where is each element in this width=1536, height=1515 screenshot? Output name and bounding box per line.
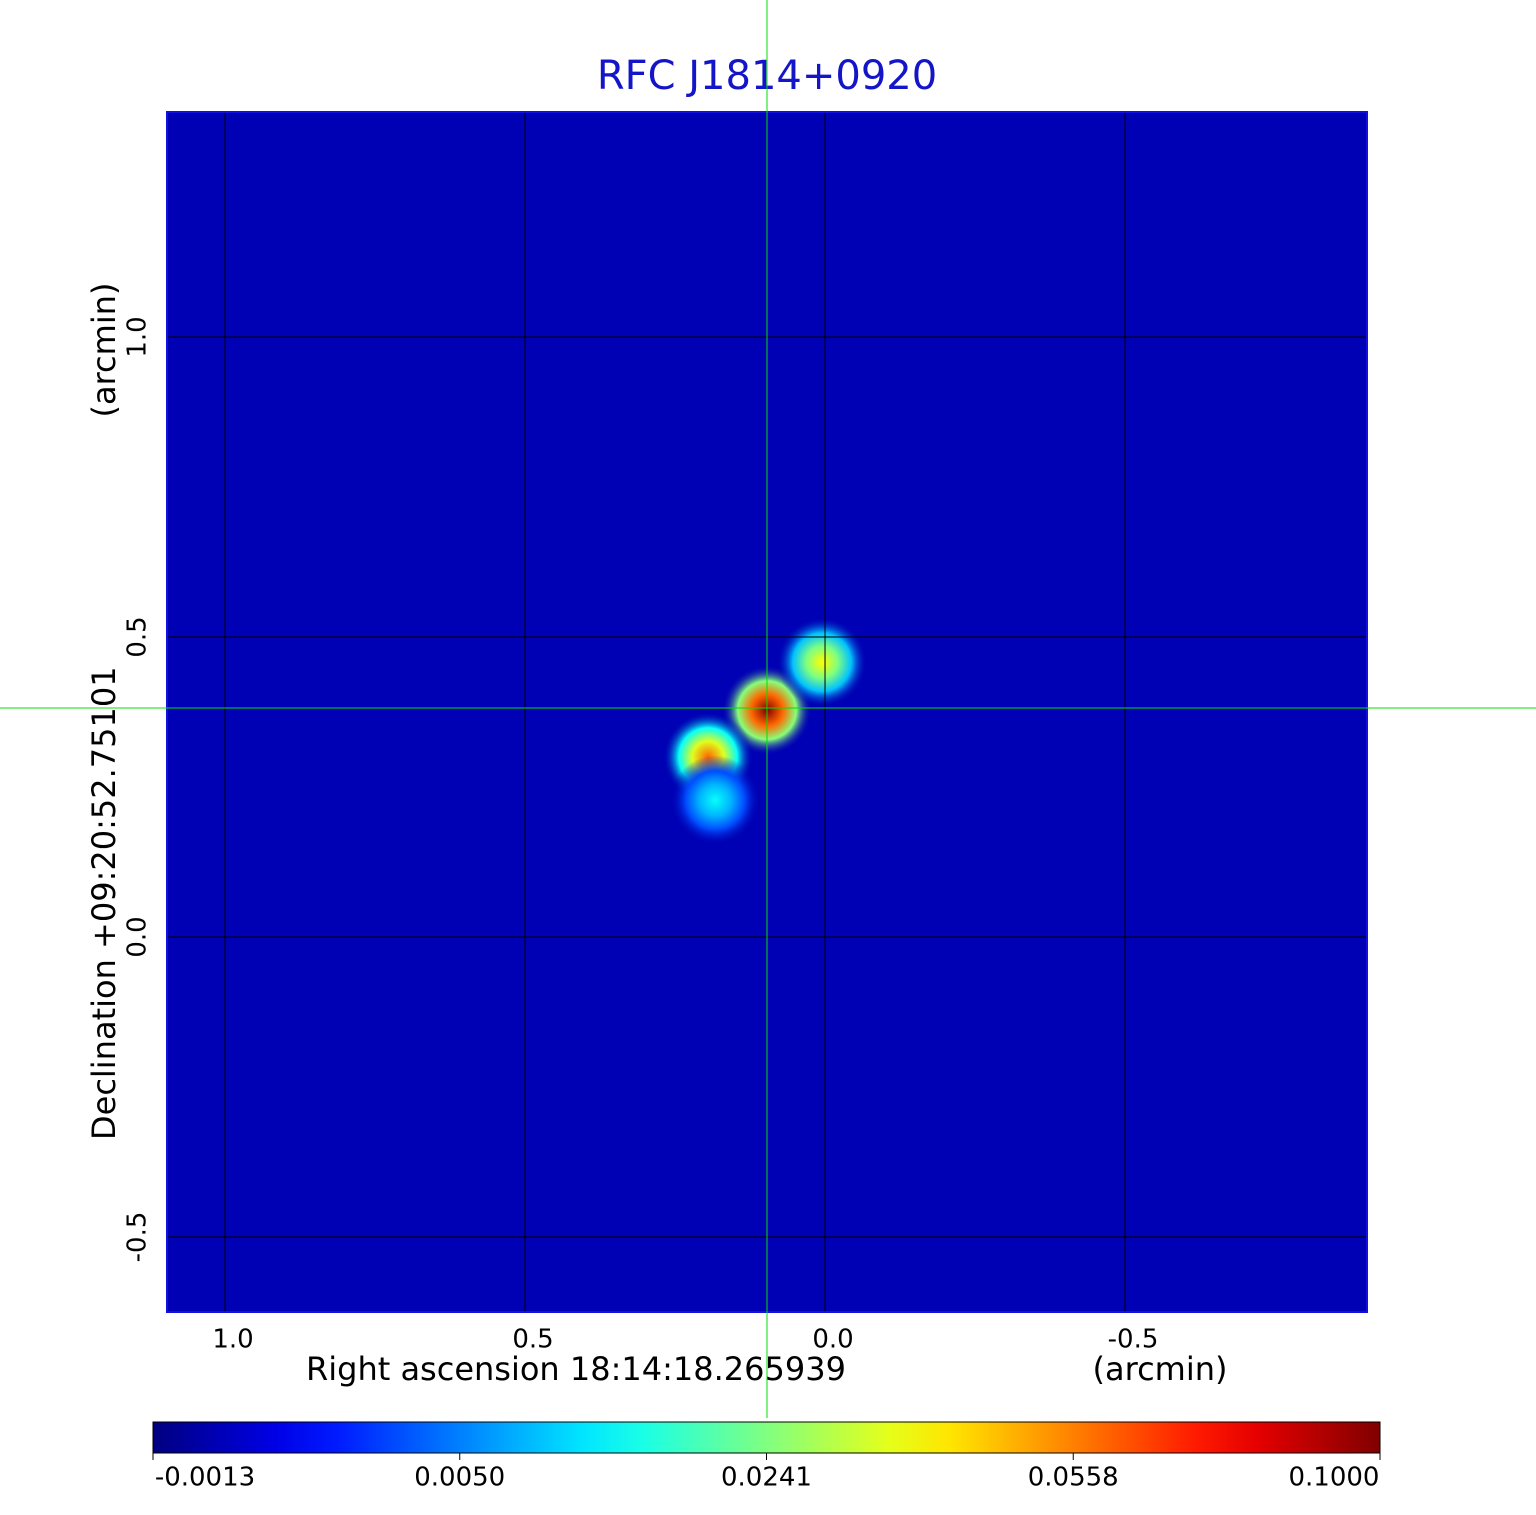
y-tick-label: 0.0: [123, 916, 153, 957]
colorbar-tick-label: -0.0013: [155, 1463, 255, 1493]
colorbar-tick-label: 0.0558: [1028, 1463, 1119, 1493]
colorbar: [152, 1421, 1381, 1454]
y-tick-label: 1.0: [123, 316, 153, 357]
x-axis-label: Right ascension 18:14:18.265939: [306, 1350, 846, 1388]
source-component: [777, 617, 868, 708]
source-component: [670, 755, 761, 846]
y-tick-label: -0.5: [123, 1212, 153, 1263]
x-tick-label: -0.5: [1108, 1325, 1159, 1355]
y-axis-unit: (arcmin): [85, 283, 123, 418]
x-axis-unit: (arcmin): [1093, 1350, 1228, 1388]
y-tick-label: 0.5: [123, 616, 153, 657]
x-tick-label: 0.5: [512, 1325, 553, 1355]
x-tick-label: 1.0: [212, 1325, 253, 1355]
colorbar-tick-label: 0.1000: [1289, 1463, 1380, 1493]
colorbar-tick-label: 0.0241: [721, 1463, 812, 1493]
colorbar-tick-label: 0.0050: [414, 1463, 505, 1493]
x-tick-label: 0.0: [812, 1325, 853, 1355]
y-axis-label: Declination +09:20:52.75101: [85, 666, 123, 1140]
